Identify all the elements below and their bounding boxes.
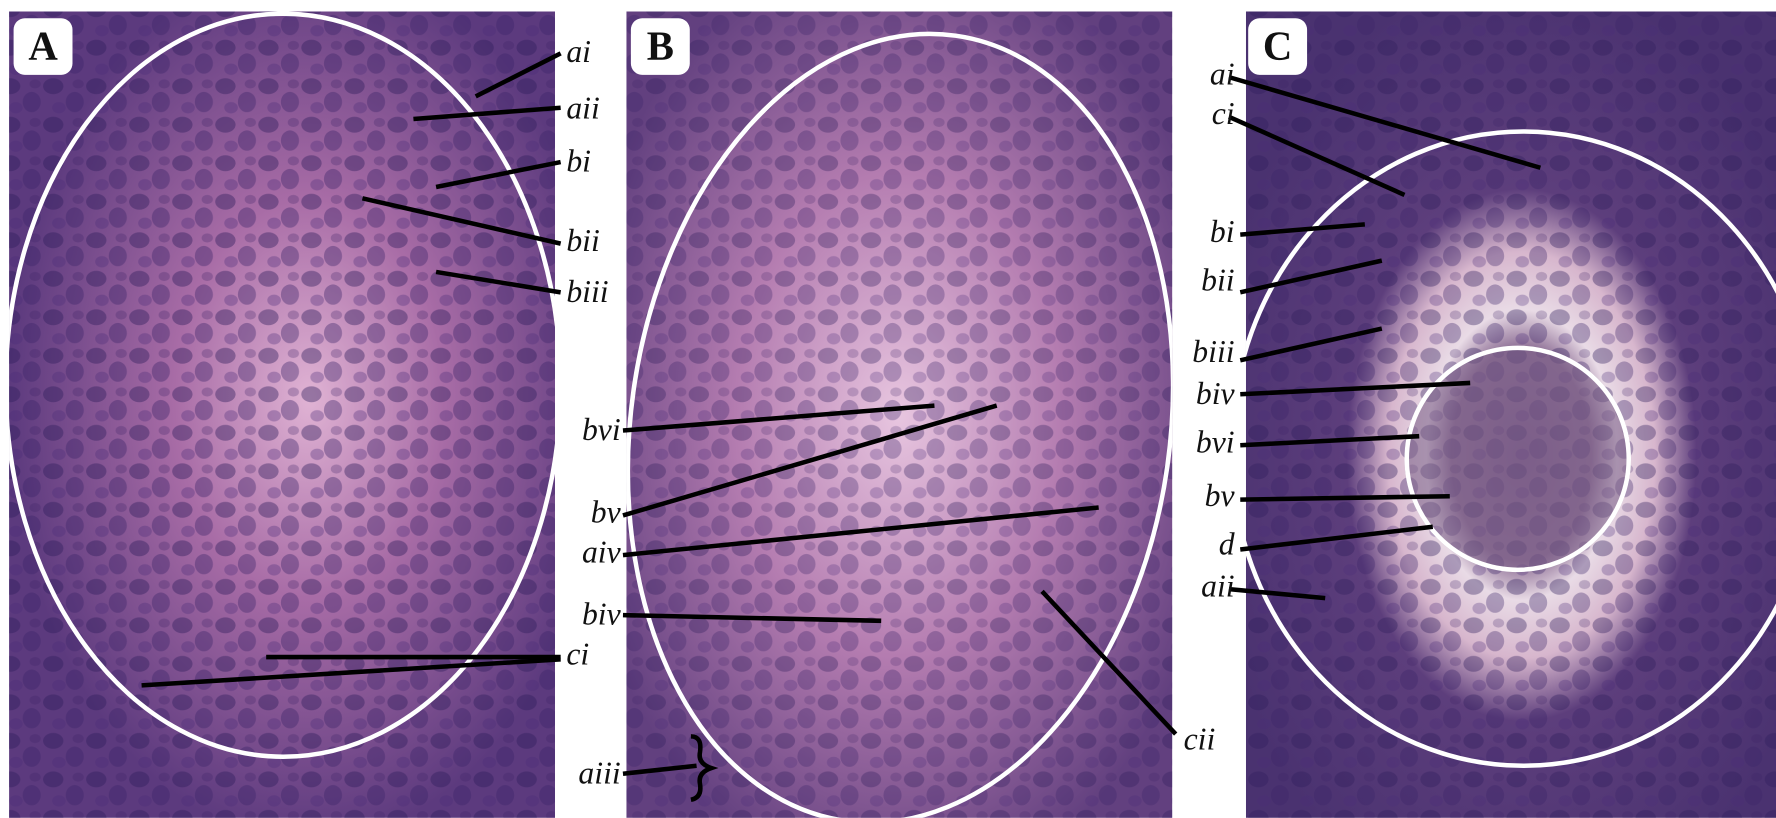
annotation-label: bi [1210, 214, 1235, 249]
annotation-label: bvi [1196, 425, 1235, 460]
annotation-label: bii [566, 223, 599, 258]
annotation-label: ci [566, 636, 589, 671]
annotation-label: aiii [578, 755, 620, 790]
annotation-label: biv [1196, 376, 1236, 411]
panel-c-image [1231, 11, 1776, 817]
annotation-label: aiv [582, 534, 622, 569]
annotation-label: bv [1205, 478, 1236, 513]
annotation-label: biv [582, 597, 622, 632]
annotation-label: ai [566, 34, 591, 69]
annotation-label: ai [1210, 56, 1235, 91]
annotation-label: bv [591, 495, 622, 530]
annotation-label: bvi [582, 412, 621, 447]
panel-letter: A [28, 23, 58, 68]
panel-letter: C [1263, 23, 1292, 68]
panel-letter: B [647, 23, 674, 68]
figure: Aai aii bi bii biii ci Bbvi bv aiv biv aiii cii Cai c… [0, 0, 1776, 818]
annotation-label: bi [566, 144, 591, 179]
annotation-label: d [1219, 526, 1235, 561]
annotation-label: aii [566, 90, 599, 125]
annotation-label: biii [1192, 334, 1234, 369]
panel-a-image [6, 11, 561, 817]
annotation-label: ci [1212, 96, 1235, 131]
annotation-label: bii [1201, 263, 1234, 298]
annotation-label: biii [566, 274, 608, 309]
annotation-label: aii [1201, 568, 1234, 603]
annotation-label: cii [1184, 721, 1216, 756]
